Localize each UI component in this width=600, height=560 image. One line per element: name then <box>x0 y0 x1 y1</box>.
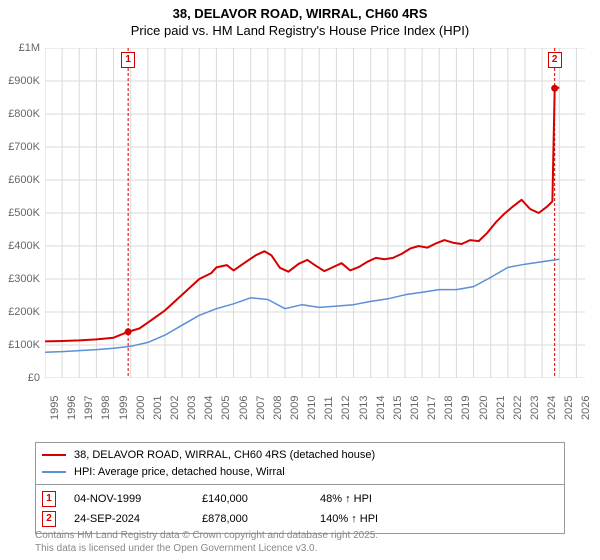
transaction-pct: 48% ↑ HPI <box>320 493 440 505</box>
plot-area <box>45 48 585 378</box>
x-tick-label: 2016 <box>409 396 421 420</box>
x-tick-label: 2002 <box>169 396 181 420</box>
y-tick-label: £600K <box>8 174 40 186</box>
transaction-badge: 2 <box>42 511 56 527</box>
title-line2: Price paid vs. HM Land Registry's House … <box>0 23 600 40</box>
y-axis-labels: £0£100K£200K£300K£400K£500K£600K£700K£80… <box>0 48 44 378</box>
x-tick-label: 2001 <box>152 396 164 420</box>
y-tick-label: £500K <box>8 207 40 219</box>
legend-swatch <box>42 471 66 473</box>
x-tick-label: 2010 <box>306 396 318 420</box>
footnote: Contains HM Land Registry data © Crown c… <box>35 530 378 555</box>
y-tick-label: £800K <box>8 108 40 120</box>
y-tick-label: £900K <box>8 75 40 87</box>
transaction-badge: 1 <box>42 491 56 507</box>
x-tick-label: 2025 <box>563 396 575 420</box>
transaction-row: 2 24-SEP-2024 £878,000 140% ↑ HPI <box>42 509 558 529</box>
legend-label: HPI: Average price, detached house, Wirr… <box>74 464 285 481</box>
legend-item: HPI: Average price, detached house, Wirr… <box>42 464 558 481</box>
x-tick-label: 2004 <box>203 396 215 420</box>
x-tick-label: 2003 <box>186 396 198 420</box>
x-tick-label: 2017 <box>426 396 438 420</box>
x-tick-label: 2013 <box>358 396 370 420</box>
footnote-line2: This data is licensed under the Open Gov… <box>35 543 378 556</box>
transaction-price: £140,000 <box>202 493 302 505</box>
transaction-date: 24-SEP-2024 <box>74 513 184 525</box>
footnote-line1: Contains HM Land Registry data © Crown c… <box>35 530 378 543</box>
chart-marker-badge: 2 <box>548 52 562 68</box>
y-tick-label: £700K <box>8 141 40 153</box>
x-tick-label: 2006 <box>238 396 250 420</box>
x-tick-label: 1999 <box>118 396 130 420</box>
x-tick-label: 2009 <box>289 396 301 420</box>
x-axis-labels: 1995 1996 1997 1998 1999 2000 2001 2002 2003 2004… <box>45 380 585 440</box>
legend-item: 38, DELAVOR ROAD, WIRRAL, CH60 4RS (deta… <box>42 447 558 464</box>
chart-container: 38, DELAVOR ROAD, WIRRAL, CH60 4RS Price… <box>0 0 600 560</box>
x-tick-label: 2024 <box>546 396 558 420</box>
y-tick-label: £0 <box>28 372 40 384</box>
y-tick-label: £300K <box>8 273 40 285</box>
y-tick-label: £100K <box>8 339 40 351</box>
legend-swatch <box>42 454 66 456</box>
legend-label: 38, DELAVOR ROAD, WIRRAL, CH60 4RS (deta… <box>74 447 375 464</box>
transaction-row: 1 04-NOV-1999 £140,000 48% ↑ HPI <box>42 489 558 509</box>
transaction-price: £878,000 <box>202 513 302 525</box>
y-tick-label: £1M <box>19 42 40 54</box>
y-tick-label: £400K <box>8 240 40 252</box>
x-tick-label: 1998 <box>100 396 112 420</box>
x-tick-label: 1997 <box>83 396 95 420</box>
x-tick-label: 2000 <box>135 396 147 420</box>
transaction-date: 04-NOV-1999 <box>74 493 184 505</box>
x-tick-label: 2015 <box>392 396 404 420</box>
x-tick-label: 1996 <box>66 396 78 420</box>
transaction-pct: 140% ↑ HPI <box>320 513 440 525</box>
legend: 38, DELAVOR ROAD, WIRRAL, CH60 4RS (deta… <box>35 442 565 485</box>
chart-title: 38, DELAVOR ROAD, WIRRAL, CH60 4RS Price… <box>0 0 600 40</box>
x-tick-label: 2020 <box>478 396 490 420</box>
x-tick-label: 2022 <box>512 396 524 420</box>
y-tick-label: £200K <box>8 306 40 318</box>
x-tick-label: 2005 <box>220 396 232 420</box>
x-tick-label: 2018 <box>443 396 455 420</box>
x-tick-label: 2008 <box>272 396 284 420</box>
chart-marker-badge: 1 <box>121 52 135 68</box>
x-tick-label: 2014 <box>375 396 387 420</box>
x-tick-label: 1995 <box>49 396 61 420</box>
chart-svg <box>45 48 585 378</box>
x-tick-label: 2012 <box>340 396 352 420</box>
x-tick-label: 2026 <box>580 396 592 420</box>
transactions-table: 1 04-NOV-1999 £140,000 48% ↑ HPI 2 24-SEP-202… <box>35 484 565 534</box>
title-line1: 38, DELAVOR ROAD, WIRRAL, CH60 4RS <box>0 6 600 23</box>
x-tick-label: 2021 <box>495 396 507 420</box>
x-tick-label: 2023 <box>529 396 541 420</box>
x-tick-label: 2011 <box>323 396 335 420</box>
x-tick-label: 2007 <box>255 396 267 420</box>
x-tick-label: 2019 <box>460 396 472 420</box>
